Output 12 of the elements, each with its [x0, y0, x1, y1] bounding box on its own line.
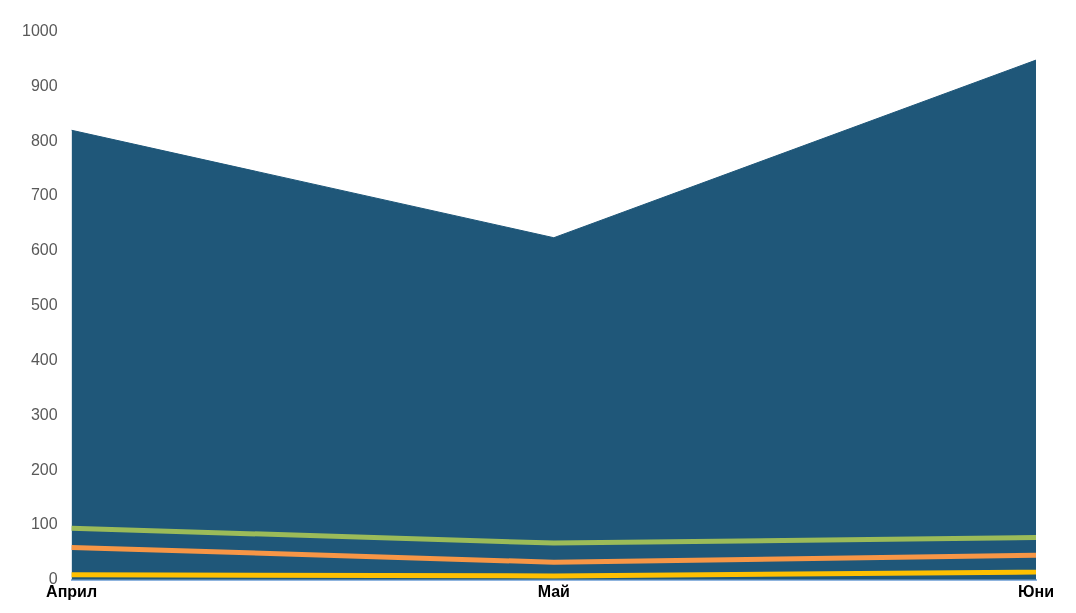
y-tick-label: 500 — [30, 296, 58, 314]
x-tick-label: Юни — [1018, 582, 1054, 600]
y-tick-label: 200 — [30, 460, 58, 478]
y-tick-label: 100 — [30, 515, 58, 533]
y-tick-label: 900 — [30, 76, 58, 94]
y-tick-label: 400 — [30, 350, 58, 368]
y-tick-label: 800 — [30, 131, 58, 149]
x-tick-label: Май — [537, 582, 570, 600]
y-tick-label: 600 — [30, 241, 58, 259]
y-tick-label: 700 — [30, 186, 58, 204]
y-tick-label: 1000 — [22, 22, 58, 40]
y-tick-label: 300 — [30, 405, 58, 423]
